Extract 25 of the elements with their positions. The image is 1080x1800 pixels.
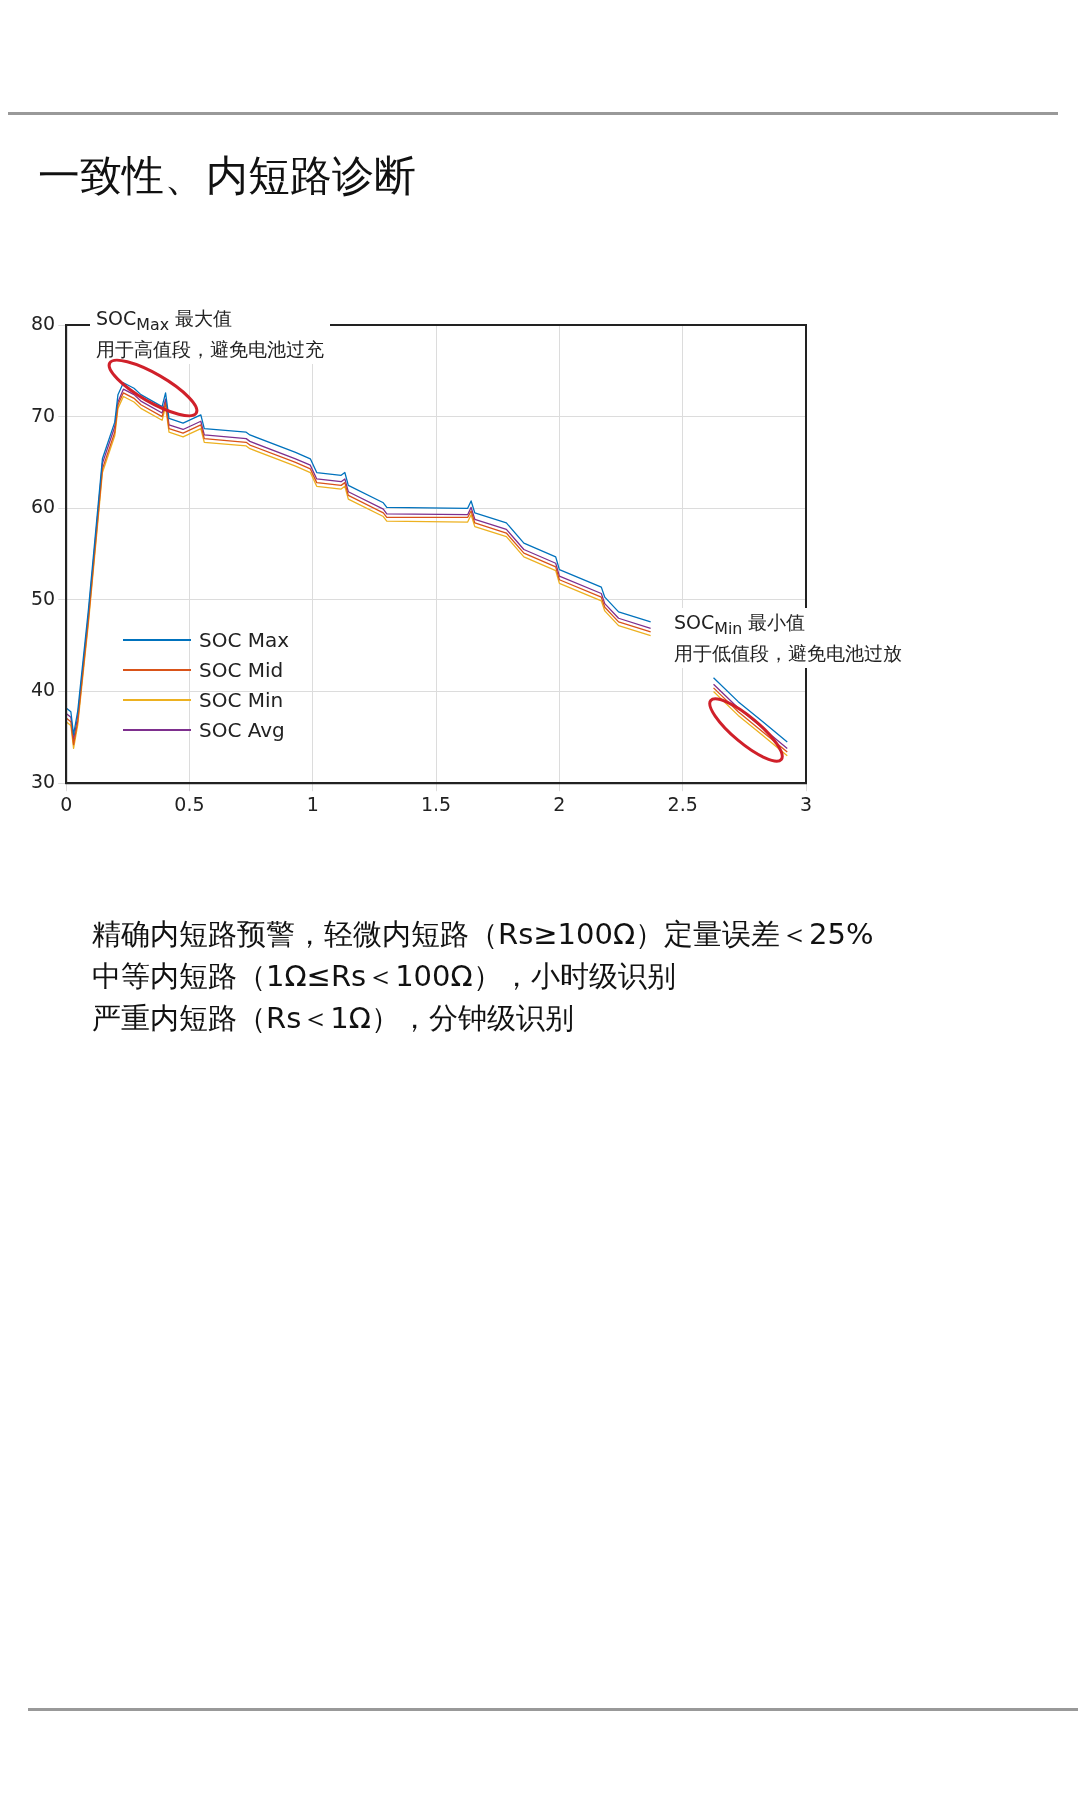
text: 严重内短路（Rs＜1Ω），分钟级识别 [91, 1000, 575, 1037]
annotation: 用于高值段，避免电池过充 [96, 336, 324, 362]
x-tick-label: 1 [306, 792, 319, 815]
x-tick-label: 3 [799, 792, 813, 815]
legend-label: SOC Mid [199, 657, 284, 684]
y-tick-label: 50 [30, 586, 56, 609]
y-tick-label: 60 [30, 495, 56, 518]
y-tick-label: 40 [30, 678, 56, 701]
x-tick-label: 1.5 [420, 792, 452, 815]
annotation: SOC$_{Max}$ 最大值 [96, 306, 234, 336]
x-tick-label: 2 [553, 792, 566, 815]
annotation: SOC$_{Min}$ 最小值 [674, 610, 807, 640]
chart-title: 一致性、内短路诊断 [38, 150, 416, 202]
legend-label: SOC Avg [199, 717, 285, 744]
y-tick-label: 70 [30, 403, 56, 426]
y-tick-label: 80 [30, 311, 56, 334]
x-tick-label: 2.5 [667, 792, 698, 815]
legend-label: SOC Max [199, 627, 290, 654]
x-tick-label: 0 [60, 792, 73, 815]
legend-label: SOC Min [199, 687, 284, 714]
annotation: 用于低值段，避免电池过放 [674, 640, 902, 666]
y-tick-label: 30 [30, 770, 56, 793]
text: 精确内短路预警，轻微内短路（Rs≥100Ω）定量误差＜25% [91, 916, 875, 953]
text: 中等内短路（1Ω≤Rs＜100Ω），小时级识别 [91, 958, 677, 995]
x-tick-label: 0.5 [174, 792, 205, 815]
